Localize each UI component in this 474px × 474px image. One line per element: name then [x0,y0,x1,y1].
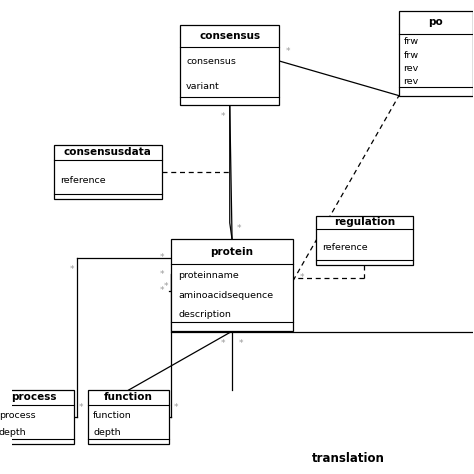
Text: *: * [160,270,164,279]
Text: rev: rev [403,77,419,86]
Text: *: * [286,47,291,56]
Bar [180,25,279,105]
Text: regulation: regulation [334,218,395,228]
Text: depth: depth [93,428,121,437]
Bar [316,216,413,265]
Text: proteinname: proteinname [178,271,239,280]
Text: *: * [160,286,164,295]
Text: *: * [220,112,225,121]
Text: *: * [79,403,83,412]
Bar [88,390,169,444]
Text: frw: frw [403,37,419,46]
Text: variant: variant [186,82,220,91]
Bar [54,145,162,199]
Bar [0,390,74,444]
Text: consensus: consensus [199,31,260,41]
Text: consensus: consensus [186,57,236,66]
Text: *: * [300,273,304,283]
Text: *: * [160,253,164,262]
Text: *: * [70,265,74,274]
Text: consensusdata: consensusdata [64,147,152,157]
Text: po: po [428,17,443,27]
Text: aminoacidsequence: aminoacidsequence [178,291,273,300]
Text: function: function [93,410,132,419]
Text: *: * [237,225,241,234]
Text: process: process [0,410,35,419]
Text: function: function [104,392,153,402]
Text: frw: frw [403,51,419,60]
Text: reference: reference [60,176,106,185]
Bar [171,239,293,331]
Text: protein: protein [210,247,254,257]
Text: *: * [239,338,244,347]
Text: *: * [220,338,225,347]
Text: translation: translation [312,452,385,465]
Text: *: * [173,403,178,412]
Text: process: process [11,392,57,402]
Text: description: description [178,310,231,319]
Bar [399,11,473,96]
Text: rev: rev [403,64,419,73]
Text: reference: reference [322,243,367,252]
Text: *: * [164,282,169,291]
Text: depth: depth [0,428,26,437]
